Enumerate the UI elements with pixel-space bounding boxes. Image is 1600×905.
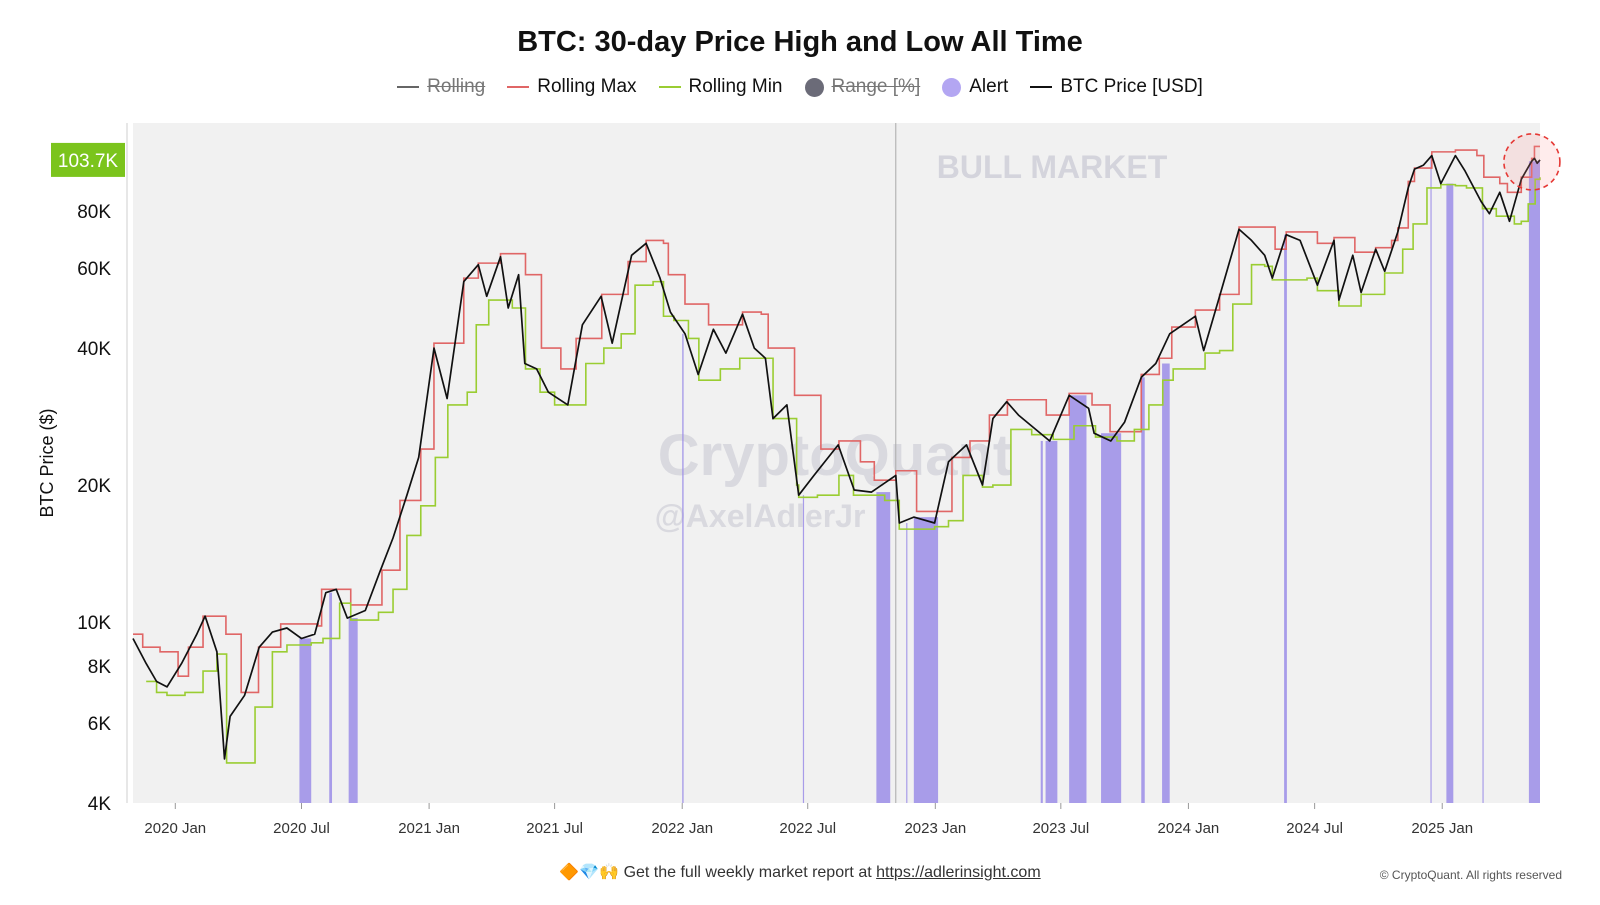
- alert-bar: [876, 492, 891, 803]
- alert-bar: [1040, 440, 1043, 803]
- legend-swatch: [804, 77, 824, 97]
- y-tick-label: 6K: [88, 714, 112, 735]
- legend-label: Rolling Min: [688, 76, 783, 97]
- x-tick-label: 2020 Jan: [144, 820, 206, 837]
- y-tick-label: 80K: [77, 202, 111, 223]
- y-axis-label: BTC Price ($): [37, 408, 57, 517]
- legend-item-rolling[interactable]: Rolling: [397, 76, 485, 98]
- legend-label: Range [%]: [831, 76, 921, 97]
- x-tick-label: 2020 Jul: [273, 820, 330, 837]
- footer: 🔶💎🙌 Get the full weekly market report at…: [0, 862, 1600, 882]
- watermark-handle: @AxelAdlerJr: [655, 498, 866, 534]
- y-tick-label: 40K: [77, 339, 111, 360]
- legend-item-range[interactable]: Range [%]: [804, 76, 921, 98]
- alert-bar: [1430, 155, 1432, 803]
- current-price-badge: [51, 142, 125, 177]
- y-tick-label: 8K: [88, 657, 112, 678]
- alert-bar: [1284, 234, 1287, 804]
- x-tick-label: 2021 Jul: [526, 820, 583, 837]
- legend-item-alert[interactable]: Alert: [942, 76, 1008, 98]
- footer-link[interactable]: https://adlerinsight.com: [876, 864, 1041, 881]
- alert-bar: [1528, 161, 1540, 803]
- alert-bar: [1482, 201, 1484, 804]
- legend-swatch: [1030, 86, 1053, 88]
- alert-bar: [802, 495, 805, 803]
- footer-emoji: 🔶💎🙌: [559, 864, 620, 881]
- alert-bar: [906, 523, 908, 803]
- alert-bar: [1446, 183, 1454, 803]
- legend-label: BTC Price [USD]: [1060, 76, 1203, 97]
- y-tick-label: 4K: [88, 794, 112, 815]
- footer-text: Get the full weekly market report at: [623, 864, 872, 881]
- legend-label: Alert: [969, 76, 1009, 97]
- alert-bar: [1141, 377, 1145, 803]
- highlight-circle: [1503, 133, 1561, 191]
- alert-bar: [1162, 363, 1170, 803]
- alert-bar: [682, 333, 684, 803]
- current-price-label: 103.7K: [58, 151, 119, 172]
- legend-label: Rolling Max: [537, 76, 637, 97]
- y-tick-label: 60K: [77, 259, 111, 280]
- alert-bar: [329, 592, 333, 803]
- legend-swatch: [942, 77, 962, 97]
- watermark-brand: CryptoQuant: [658, 423, 1012, 488]
- legend-label: Rolling: [427, 76, 486, 97]
- series-line-rolling-min: [146, 177, 1541, 764]
- legend-item-rolling-min[interactable]: Rolling Min: [658, 76, 783, 98]
- legend: Rolling Rolling Max Rolling Min Range [%] Al…: [0, 76, 1600, 98]
- x-tick-label: 2022 Jan: [651, 820, 713, 837]
- alert-bar: [1069, 395, 1087, 803]
- chart-title: BTC: 30-day Price High and Low All Time: [517, 26, 1083, 58]
- alert-bar: [913, 517, 939, 803]
- annotation-label: BULL MARKET: [937, 149, 1168, 185]
- legend-item-btc-price-usd[interactable]: BTC Price [USD]: [1030, 76, 1203, 98]
- x-tick-label: 2024 Jul: [1286, 820, 1343, 837]
- x-tick-label: 2021 Jan: [398, 820, 460, 837]
- x-tick-label: 2024 Jan: [1158, 820, 1220, 837]
- legend-item-rolling-max[interactable]: Rolling Max: [507, 76, 637, 98]
- x-tick-label: 2023 Jul: [1032, 820, 1089, 837]
- y-tick-label: 10K: [77, 613, 111, 634]
- copyright-text: © CryptoQuant. All rights reserved: [1379, 868, 1562, 882]
- y-tick-label: 20K: [77, 476, 111, 497]
- legend-swatch: [397, 86, 420, 88]
- alert-bar: [1101, 433, 1122, 803]
- plot-background: [133, 123, 1540, 803]
- alert-bar: [1045, 440, 1058, 803]
- alert-bar: [348, 618, 358, 803]
- x-tick-label: 2025 Jan: [1411, 820, 1473, 837]
- legend-swatch: [507, 86, 530, 88]
- x-tick-label: 2023 Jan: [904, 820, 966, 837]
- x-tick-label: 2022 Jul: [779, 820, 836, 837]
- series-line-rolling-max: [133, 145, 1540, 694]
- legend-swatch: [658, 86, 681, 88]
- series-line-btc-price: [132, 154, 1541, 760]
- alert-bar: [299, 638, 312, 803]
